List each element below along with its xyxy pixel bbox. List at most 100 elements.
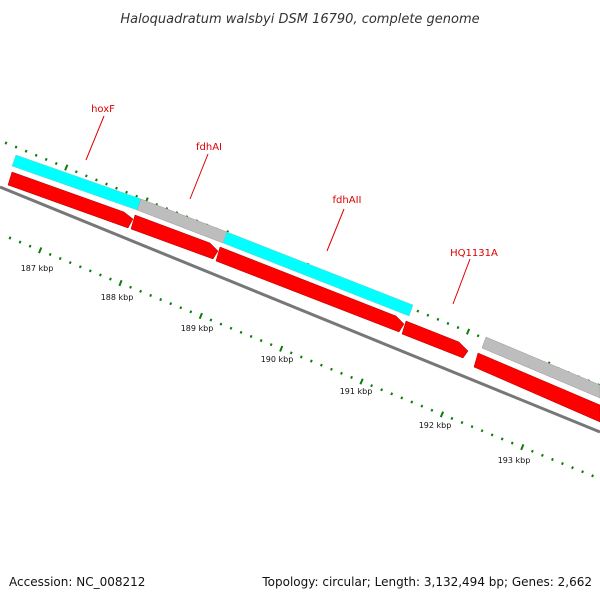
gene-label-fdhAII[interactable]: fdhAII [333, 195, 362, 206]
minor-tick [24, 149, 28, 153]
minor-tick [219, 322, 223, 326]
gene-label-hoxF[interactable]: hoxF [91, 104, 115, 115]
gene-labels: hoxF fdhAI fdhAII HQ1131A [85, 104, 498, 305]
gene-label-leader [85, 115, 105, 161]
gene-label-HQ1131A[interactable]: HQ1131A [450, 248, 498, 259]
minor-tick [18, 240, 22, 244]
minor-tick [189, 310, 193, 314]
minor-tick [74, 170, 78, 174]
minor-tick [8, 236, 12, 240]
minor-tick [340, 371, 343, 375]
minor-tick [430, 408, 434, 412]
minor-tick [28, 244, 32, 248]
minor-tick [480, 429, 484, 433]
minor-tick [309, 359, 313, 363]
genome-title: Haloquadratum walsbyi DSM 16790, complet… [120, 12, 479, 27]
cds-arrow-3[interactable] [215, 246, 405, 333]
minor-tick [591, 474, 595, 478]
minor-tick [540, 453, 544, 457]
gene-label-leader [326, 208, 345, 252]
major-tick [465, 328, 471, 335]
major-tick [198, 312, 203, 320]
minor-tick [68, 261, 72, 265]
minor-tick [125, 190, 128, 194]
minor-tick [179, 306, 183, 310]
minor-tick [44, 157, 48, 161]
tick-label: 193 kbp [498, 456, 531, 465]
minor-tick [561, 462, 564, 466]
minor-tick [149, 293, 153, 297]
major-tick [64, 164, 69, 171]
minor-tick [420, 404, 424, 408]
minor-tick [370, 384, 374, 388]
minor-tick [269, 343, 273, 347]
minor-tick [105, 182, 108, 186]
minor-tick [14, 145, 18, 149]
minor-tick [4, 141, 8, 145]
minor-tick [510, 441, 514, 445]
minor-tick [84, 174, 88, 178]
minor-tick [259, 339, 263, 343]
gene-label-fdhAI[interactable]: fdhAI [196, 142, 222, 153]
cds-track [7, 171, 600, 423]
minor-tick [470, 425, 474, 429]
cds-arrow-2[interactable] [130, 214, 219, 260]
minor-tick [460, 421, 464, 425]
gene-label-leader [452, 258, 471, 305]
minor-tick [426, 313, 430, 317]
minor-tick [109, 277, 112, 281]
minor-tick [88, 269, 92, 273]
minor-tick [169, 302, 173, 306]
minor-tick [78, 265, 82, 269]
rna-feature-fdhAII[interactable] [222, 231, 414, 317]
minor-tick [500, 437, 504, 441]
tick-label: 187 kbp [21, 264, 54, 273]
minor-tick [571, 466, 574, 470]
minor-tick [48, 252, 52, 256]
scale-labels: 187 kbp 188 kbp 189 kbp 190 kbp 191 kbp … [21, 264, 531, 465]
minor-tick [456, 326, 460, 330]
cds-arrow-4[interactable] [401, 320, 469, 359]
minor-tick [94, 178, 98, 182]
tick-label: 190 kbp [261, 355, 294, 364]
inner-tick-marks [8, 236, 595, 478]
other-feature-2[interactable] [481, 336, 600, 399]
minor-tick [239, 330, 243, 334]
gene-label-leader [189, 153, 209, 200]
major-tick [359, 378, 364, 385]
minor-tick [350, 375, 353, 379]
minor-tick [289, 351, 293, 355]
minor-tick [229, 326, 233, 330]
minor-tick [249, 334, 253, 338]
major-tick [520, 444, 525, 451]
minor-tick [159, 298, 163, 302]
minor-tick [416, 309, 420, 313]
genome-backbone [0, 185, 600, 434]
tick-label: 191 kbp [340, 387, 373, 396]
minor-tick [400, 396, 404, 400]
cds-arrow-1[interactable] [7, 171, 134, 229]
tick-label: 188 kbp [101, 293, 134, 302]
minor-tick [139, 289, 143, 293]
minor-tick [551, 457, 554, 461]
accession-text: Accession: NC_008212 [9, 575, 145, 589]
minor-tick [450, 416, 454, 420]
minor-tick [319, 363, 323, 367]
minor-tick [476, 334, 480, 338]
major-tick [38, 247, 43, 254]
minor-tick [54, 161, 58, 166]
minor-tick [380, 388, 384, 392]
major-tick [279, 345, 284, 352]
minor-tick [330, 367, 333, 371]
genome-summary-text: Topology: circular; Length: 3,132,494 bp… [261, 575, 592, 589]
major-tick [439, 411, 445, 418]
cds-arrow-5[interactable] [473, 352, 600, 423]
minor-tick [34, 153, 38, 157]
tick-label: 192 kbp [419, 421, 452, 430]
minor-tick [129, 285, 132, 289]
minor-tick [299, 355, 303, 359]
minor-tick [410, 400, 414, 404]
minor-tick [58, 256, 62, 261]
minor-tick [98, 273, 102, 277]
